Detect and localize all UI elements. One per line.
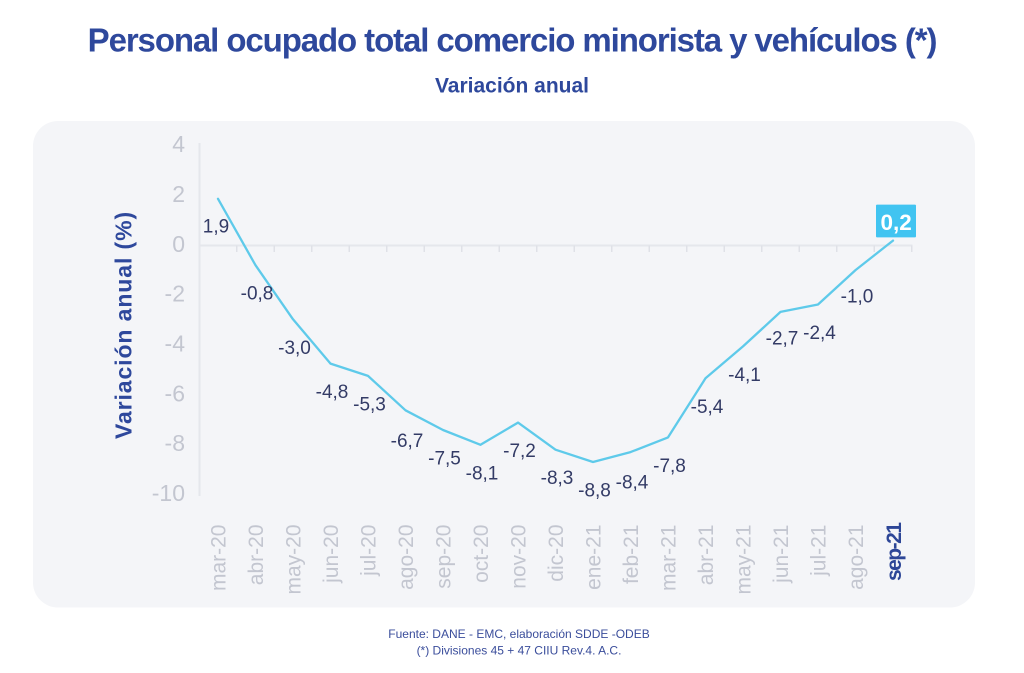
svg-text:-0,8: -0,8 [241, 284, 274, 305]
svg-text:feb-21: feb-21 [620, 525, 643, 585]
svg-text:0: 0 [172, 231, 185, 257]
svg-text:0,2: 0,2 [881, 210, 912, 235]
svg-text:Variación anual (%): Variación anual (%) [111, 211, 137, 439]
svg-text:-4: -4 [165, 331, 186, 357]
svg-text:-8,1: -8,1 [466, 463, 499, 484]
svg-text:-6: -6 [165, 380, 185, 406]
svg-text:may-20: may-20 [283, 525, 306, 595]
svg-text:-7,8: -7,8 [653, 456, 686, 477]
svg-text:-7,5: -7,5 [428, 449, 461, 470]
svg-text:-8,8: -8,8 [578, 481, 611, 502]
svg-text:jul-21: jul-21 [808, 525, 831, 577]
svg-text:-4,1: -4,1 [728, 365, 761, 386]
svg-text:-1,0: -1,0 [841, 287, 874, 308]
svg-text:-8: -8 [165, 430, 185, 456]
svg-text:-7,2: -7,2 [503, 441, 536, 462]
svg-text:dic-20: dic-20 [545, 525, 568, 582]
svg-text:ago-20: ago-20 [395, 525, 418, 590]
svg-text:sep-21: sep-21 [883, 522, 906, 581]
svg-text:(*) Divisiones 45 + 47 CIIU R: (*) Divisiones 45 + 47 CIIU Rev.4. A.C. [417, 644, 622, 658]
svg-text:oct-20: oct-20 [470, 525, 493, 583]
svg-text:-2,4: -2,4 [803, 323, 836, 344]
svg-text:nov-20: nov-20 [508, 525, 531, 589]
svg-text:-5,4: -5,4 [691, 397, 724, 418]
svg-text:2: 2 [172, 181, 185, 207]
svg-text:jun-21: jun-21 [770, 525, 793, 584]
svg-text:Variación anual: Variación anual [435, 75, 589, 98]
svg-text:ago-21: ago-21 [845, 525, 868, 590]
svg-text:jul-20: jul-20 [358, 525, 381, 577]
svg-text:ene-21: ene-21 [583, 525, 606, 590]
svg-text:-3,0: -3,0 [278, 338, 311, 359]
svg-text:1,9: 1,9 [203, 216, 229, 237]
svg-text:may-21: may-21 [733, 525, 756, 595]
svg-text:-2,7: -2,7 [766, 328, 799, 349]
svg-text:-2: -2 [165, 281, 185, 307]
svg-text:abr-21: abr-21 [695, 525, 718, 586]
svg-text:Personal ocupado total comerci: Personal ocupado total comercio minorist… [88, 22, 937, 59]
svg-text:-6,7: -6,7 [391, 431, 424, 452]
svg-text:-8,4: -8,4 [616, 473, 649, 494]
svg-text:sep-20: sep-20 [433, 525, 456, 589]
svg-text:mar-20: mar-20 [208, 525, 231, 592]
svg-text:-4,8: -4,8 [316, 382, 349, 403]
svg-text:jun-20: jun-20 [320, 525, 343, 584]
svg-text:-5,3: -5,3 [353, 394, 386, 415]
svg-text:abr-20: abr-20 [245, 525, 268, 586]
svg-text:mar-21: mar-21 [658, 525, 681, 592]
svg-text:-10: -10 [152, 480, 185, 506]
svg-text:4: 4 [172, 131, 185, 157]
svg-text:-8,3: -8,3 [541, 468, 574, 489]
svg-text:Fuente: DANE - EMC, elaboraci: Fuente: DANE - EMC, elaboración SDDE -OD… [388, 627, 649, 641]
